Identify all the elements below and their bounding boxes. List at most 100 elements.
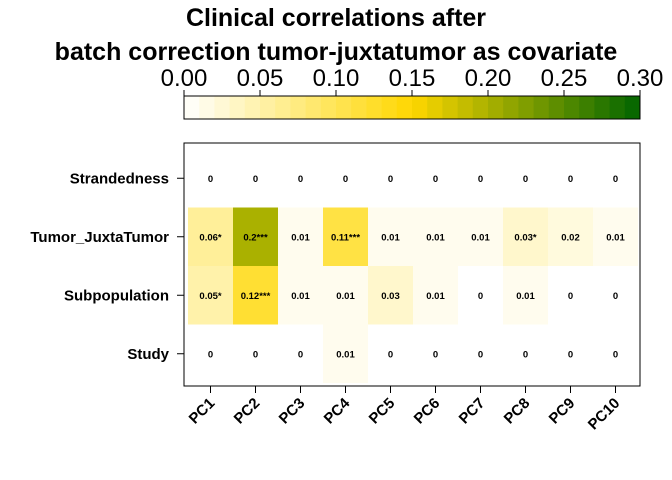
colorbar-segment	[351, 96, 367, 119]
colorbar-segment	[396, 96, 413, 119]
heatmap-cell	[413, 324, 458, 383]
cell-value-label: 0	[523, 174, 528, 185]
cell-value-label: 0.01	[516, 291, 535, 302]
column-label: PC5	[366, 395, 399, 428]
heatmap-cell	[593, 149, 638, 208]
heatmap-cell	[413, 149, 458, 208]
heatmap-cell	[503, 207, 548, 266]
cell-value-label: 0	[613, 174, 618, 185]
colorbar-segment	[229, 96, 246, 119]
cell-value-label: 0.01	[336, 349, 355, 360]
column-label: PC10	[585, 395, 624, 434]
cell-value-label: 0	[613, 349, 618, 360]
heatmap-cell	[593, 266, 638, 325]
colorbar-segment	[457, 96, 474, 119]
heatmap-cell	[548, 324, 593, 383]
row-label: Strandedness	[70, 170, 169, 187]
row-label: Subpopulation	[64, 287, 169, 304]
cell-value-label: 0	[298, 174, 303, 185]
colorbar-segment	[412, 96, 428, 119]
cell-value-label: 0	[433, 174, 438, 185]
chart-title-line-1: Clinical correlations after	[186, 4, 486, 32]
colorbar-tick-label: 0.10	[313, 65, 360, 92]
cell-value-label: 0	[253, 174, 258, 185]
heatmap-cell	[548, 207, 593, 266]
cell-value-label: 0	[523, 349, 528, 360]
cell-value-label: 0	[208, 349, 213, 360]
colorbar-segment	[518, 96, 535, 119]
chart-title-line-2: batch correction tumor-juxtatumor as cov…	[55, 38, 618, 66]
colorbar-tick-label: 0.30	[617, 65, 664, 92]
heatmap-cell	[233, 149, 278, 208]
cell-value-label: 0.01	[291, 291, 310, 302]
heatmap-cell	[188, 266, 233, 325]
column-label: PC8	[501, 395, 534, 428]
cell-value-label: 0.02	[561, 232, 580, 243]
colorbar-segment	[381, 96, 398, 119]
heatmap-cell	[323, 324, 368, 383]
cell-value-label: 0	[478, 291, 483, 302]
cell-value-label: 0	[478, 174, 483, 185]
colorbar-segment	[214, 96, 231, 119]
cell-value-label: 0	[388, 349, 393, 360]
colorbar-tick-label: 0.05	[237, 65, 284, 92]
heatmap-cell	[188, 149, 233, 208]
colorbar-segment	[548, 96, 565, 119]
plot-frame	[183, 142, 641, 387]
heatmap-cell	[278, 149, 323, 208]
heatmap-cell	[548, 149, 593, 208]
heatmap-cell	[458, 266, 503, 325]
heatmap-cell	[323, 266, 368, 325]
colorbar-tick-label: 0.20	[465, 65, 512, 92]
cell-value-label: 0.2***	[243, 232, 268, 243]
colorbar: 0.00 0.05 0.10 0.15 0.20 0.25 0.30	[161, 65, 664, 120]
colorbar-segment	[260, 96, 276, 119]
colorbar-segment	[564, 96, 580, 119]
cell-value-label: 0	[388, 174, 393, 185]
cell-value-label: 0.12***	[241, 291, 271, 302]
heatmap-cell	[593, 324, 638, 383]
cell-value-label: 0	[568, 349, 573, 360]
colorbar-tick-label: 0.25	[541, 65, 588, 92]
colorbar-segment	[184, 96, 200, 119]
colorbar-segment	[427, 96, 443, 119]
heatmap-cell	[368, 207, 413, 266]
heatmap-cell	[368, 149, 413, 208]
cell-value-label: 0.01	[471, 232, 490, 243]
row-label: Tumor_JuxtaTumor	[30, 229, 169, 246]
heatmap-cell	[548, 266, 593, 325]
row-label: Study	[127, 346, 169, 363]
colorbar-segment	[442, 96, 459, 119]
cell-value-label: 0	[478, 349, 483, 360]
heatmap-cell	[278, 207, 323, 266]
cell-value-label: 0	[208, 174, 213, 185]
heatmap-cell	[458, 324, 503, 383]
cell-value-label: 0	[253, 349, 258, 360]
cell-value-label: 0.03*	[514, 232, 536, 243]
heatmap-cell	[188, 324, 233, 383]
colorbar-segment	[336, 96, 352, 119]
heatmap-cell	[323, 207, 368, 266]
colorbar-tick-label: 0.00	[161, 65, 208, 92]
cell-value-label: 0	[298, 349, 303, 360]
colorbar-segment	[503, 96, 519, 119]
colorbar-segment	[199, 96, 215, 119]
cell-value-label: 0.01	[426, 291, 445, 302]
colorbar-tick-label: 0.15	[389, 65, 436, 92]
heatmap-cell	[503, 149, 548, 208]
heatmap-cell	[458, 207, 503, 266]
heatmap-cell	[233, 207, 278, 266]
colorbar-segment	[488, 96, 504, 119]
cell-value-label: 0.03	[381, 291, 400, 302]
row-axis: Strandedness Tumor_JuxtaTumor Subpopulatio…	[30, 170, 184, 363]
heatmap-cell	[233, 266, 278, 325]
colorbar-segment	[244, 96, 261, 119]
heatmap-cell	[188, 207, 233, 266]
cell-value-label: 0.05*	[199, 291, 221, 302]
column-label: PC4	[321, 394, 354, 427]
cell-value-label: 0.01	[291, 232, 310, 243]
cell-value-label: 0.01	[381, 232, 400, 243]
colorbar-segment	[290, 96, 307, 119]
column-label: PC7	[456, 395, 489, 428]
